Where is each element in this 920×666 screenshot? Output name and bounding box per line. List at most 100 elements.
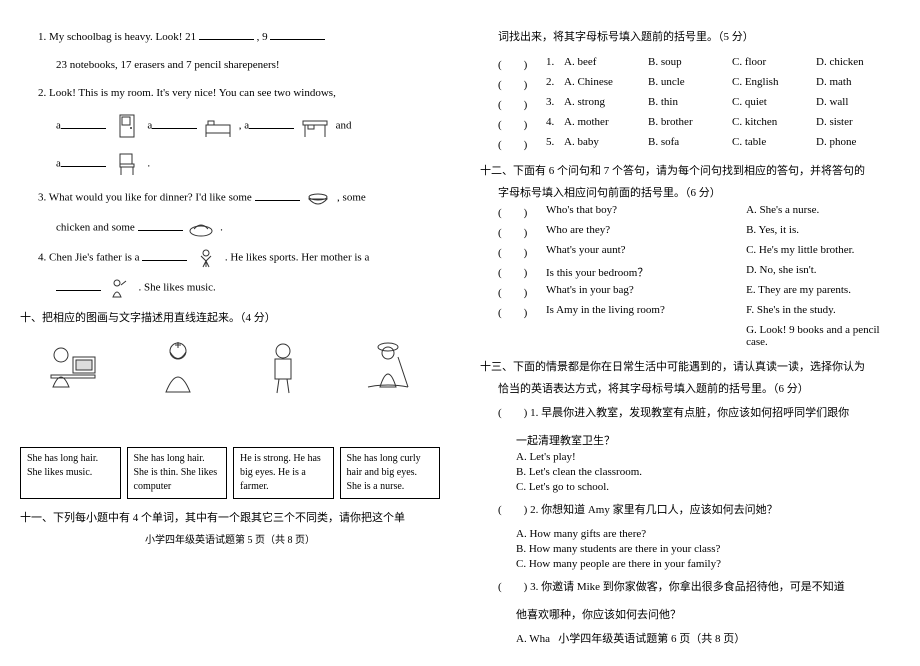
vocab-row: ( )3. A. strongB. thinC. quietD. wall	[480, 96, 900, 112]
sit2: ( ) 2. 你想知道 Amy 家里有几口人，应该如何去问她？	[480, 501, 900, 521]
q4-t1: 4. Chen Jie's father is a	[38, 252, 142, 264]
sq1: 早晨你进入教室，发现教室有点脏，你应该如何招呼同学们跟你	[541, 407, 849, 419]
q2-line1: 2. Look! This is my room. It's very nice…	[20, 84, 440, 104]
q4-t2: . She likes music.	[139, 282, 216, 294]
vocab-row: ( )1. A. beefB. soupC. floorD. chicken	[480, 56, 900, 72]
match-row: ( )What's your aunt?C. He's my little br…	[480, 244, 900, 260]
vd: D. sister	[816, 116, 900, 132]
nurse-icon	[148, 337, 208, 397]
mq: Who's that boy?	[546, 204, 746, 220]
computer-girl-icon	[43, 337, 103, 397]
sec11-cont: 词找出来，将其字母标号填入题前的括号里。（5 分）	[480, 28, 900, 48]
sit2-a: A. How many gifts are there?	[480, 528, 900, 540]
sit1-a: A. Let's play!	[480, 451, 900, 463]
vn: 4.	[546, 116, 564, 132]
desc-box-3: He is strong. He has big eyes. He is a f…	[233, 447, 334, 499]
q1-text: 1. My schoolbag is heavy. Look! 21	[38, 31, 199, 43]
vc: C. table	[732, 136, 816, 152]
mq: Who are they?	[546, 224, 746, 240]
ma: B. Yes, it is.	[746, 224, 900, 240]
ma-extra: G. Look! 9 books and a pencil case.	[746, 324, 900, 348]
mq: What's your aunt?	[546, 244, 746, 260]
sit1: ( ) 1. 早晨你进入教室，发现教室有点脏，你应该如何招呼同学们跟你	[480, 404, 900, 424]
vocab-row: ( )4. A. motherB. brotherC. kitchenD. si…	[480, 116, 900, 132]
bed-icon	[203, 111, 233, 141]
match-extra: G. Look! 9 books and a pencil case.	[480, 324, 900, 348]
q3-t1: 3. What would you like for dinner? I'd l…	[38, 192, 255, 204]
vb: B. thin	[648, 96, 732, 112]
page-container: 1. My schoolbag is heavy. Look! 21 , 9 2…	[20, 20, 900, 646]
vb: B. brother	[648, 116, 732, 132]
sit1-l2: 一起清理教室卫生？	[480, 432, 900, 448]
sec13-line2: 恰当的英语表达方式，将其字母标号填入题前的括号里。（6 分）	[480, 380, 900, 396]
food-icon	[188, 217, 214, 239]
sit1-b: B. Let's clean the classroom.	[480, 466, 900, 478]
desc-box-1: She has long hair. She likes music.	[20, 447, 121, 499]
sec12-line1: 十二、下面有 6 个问句和 7 个答句，请为每个问句找到相应的答句，并将答句的	[480, 162, 900, 178]
vc: C. floor	[732, 56, 816, 72]
man-icon	[253, 337, 313, 397]
player-icon	[193, 247, 219, 269]
sec13-line1: 十三、下面的情景都是你在日常生活中可能遇到的，请认真读一读，选择你认为	[480, 358, 900, 374]
sit3: ( ) 3. 你邀请 Mike 到你家做客，你拿出很多食品招待他，可是不知道	[480, 578, 900, 598]
q1-mid: , 9	[257, 31, 271, 43]
sit1-c: C. Let's go to school.	[480, 481, 900, 493]
mq: Is this your bedroom？	[546, 264, 746, 280]
sn: 3.	[530, 581, 538, 593]
mq: What's in your bag?	[546, 284, 746, 300]
vn: 5.	[546, 136, 564, 152]
match-row: ( )Who's that boy?A. She's a nurse.	[480, 204, 900, 220]
va: A. Chinese	[564, 76, 648, 92]
match-row: ( )Is this your bedroom？D. No, she isn't…	[480, 264, 900, 280]
desk-icon	[300, 111, 330, 141]
vd: D. chicken	[816, 56, 900, 72]
sq1: 你想知道 Amy 家里有几口人，应该如何去问她？	[541, 504, 778, 516]
q3-end: .	[220, 222, 223, 234]
vocab-list: ( )1. A. beefB. soupC. floorD. chicken (…	[480, 56, 900, 152]
vn: 3.	[546, 96, 564, 112]
va: A. beef	[564, 56, 648, 72]
vd: D. wall	[816, 96, 900, 112]
sq1: 你邀请 Mike 到你家做客，你拿出很多食品招待他，可是不知道	[541, 581, 845, 593]
q1-line1: 1. My schoolbag is heavy. Look! 21 , 9	[20, 28, 440, 48]
vc: C. quiet	[732, 96, 816, 112]
vb: B. soup	[648, 56, 732, 72]
q2-end: .	[147, 158, 150, 170]
ma: F. She's in the study.	[746, 304, 900, 320]
q1-line2: 23 notebooks, 17 erasers and 7 pencil sh…	[20, 56, 440, 76]
sit3-a-text: A. Wha	[516, 633, 550, 645]
ma: A. She's a nurse.	[746, 204, 900, 220]
sec10-boxes: She has long hair. She likes music. She …	[20, 447, 440, 499]
match-row: ( )Who are they?B. Yes, it is.	[480, 224, 900, 240]
ma: C. He's my little brother.	[746, 244, 900, 260]
va: A. strong	[564, 96, 648, 112]
q3-some: , some	[337, 192, 366, 204]
desc-box-2: She has long hair. She is thin. She like…	[127, 447, 228, 499]
q4-line2: . She likes music.	[20, 277, 440, 299]
q2-icons-line1: a a , a and	[20, 111, 440, 141]
match-row: ( )What's in your bag?E. They are my par…	[480, 284, 900, 300]
va: A. baby	[564, 136, 648, 152]
right-footer: 小学四年级英语试题第 6 页（共 8 页）	[558, 633, 745, 645]
chair-icon	[112, 149, 142, 179]
ma: D. No, she isn't.	[746, 264, 900, 280]
left-footer: 小学四年级英语试题第 5 页（共 8 页）	[20, 531, 440, 546]
vd: D. phone	[816, 136, 900, 152]
sn: 1.	[530, 407, 538, 419]
farmer-icon	[358, 337, 418, 397]
vb: B. uncle	[648, 76, 732, 92]
vn: 2.	[546, 76, 564, 92]
singer-icon	[107, 277, 133, 299]
match-row: ( )Is Amy in the living room?F. She's in…	[480, 304, 900, 320]
ma: E. They are my parents.	[746, 284, 900, 300]
sit2-b: B. How many students are there in your c…	[480, 543, 900, 555]
desc-box-4: She has long curly hair and big eyes. Sh…	[340, 447, 441, 499]
sec12-line2: 字母标号填入相应问句前面的括号里。（6 分）	[480, 184, 900, 200]
vocab-row: ( )5. A. babyB. sofaC. tableD. phone	[480, 136, 900, 152]
sn: 2.	[530, 504, 538, 516]
vb: B. sofa	[648, 136, 732, 152]
va: A. mother	[564, 116, 648, 132]
q3-line1: 3. What would you like for dinner? I'd l…	[20, 187, 440, 209]
q3-t2: chicken and some	[56, 222, 138, 234]
vc: C. kitchen	[732, 116, 816, 132]
